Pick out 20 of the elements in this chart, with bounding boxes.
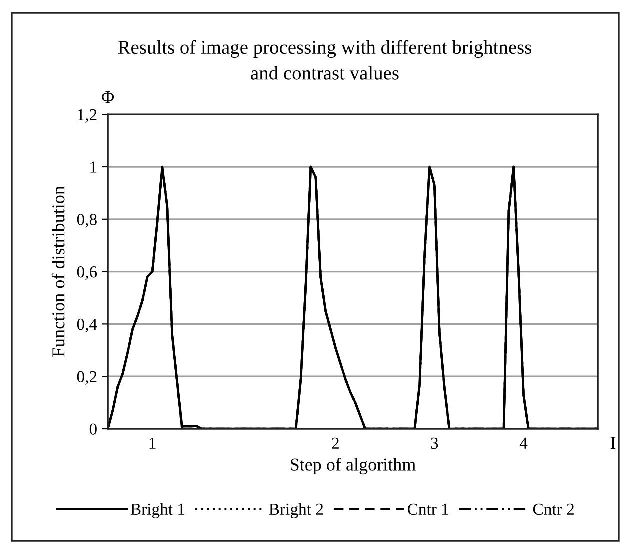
x-tick-label: 1	[150, 438, 156, 449]
y-tick-label: 0,6	[77, 266, 98, 280]
x-tick-label: 2	[332, 438, 339, 449]
text: Φ	[102, 91, 114, 104]
chart-title: Results of image processing with different brightness and contrast values	[118, 40, 532, 80]
y-tick-label: 0,8	[77, 214, 97, 228]
legend-label: Cntr 2	[533, 504, 574, 516]
y-axis-title: Function of distribution	[52, 186, 65, 358]
y-tick-label: 0,2	[77, 371, 97, 385]
x-axis-title: Step of algorithm	[291, 458, 416, 475]
y-tick-label: 0,4	[77, 318, 98, 333]
y-tick-label: 1,2	[78, 109, 97, 123]
x-tick-label: 3	[431, 438, 438, 450]
legend-label: Bright 2	[269, 503, 324, 518]
y-tick-label: 0	[90, 424, 97, 435]
y-tick-label: 1	[90, 162, 97, 173]
x-tick-label: 4	[520, 438, 528, 449]
legend-label: Bright 1	[130, 503, 185, 518]
legend-label: Cntr 1	[408, 504, 448, 516]
text: I	[610, 437, 616, 450]
